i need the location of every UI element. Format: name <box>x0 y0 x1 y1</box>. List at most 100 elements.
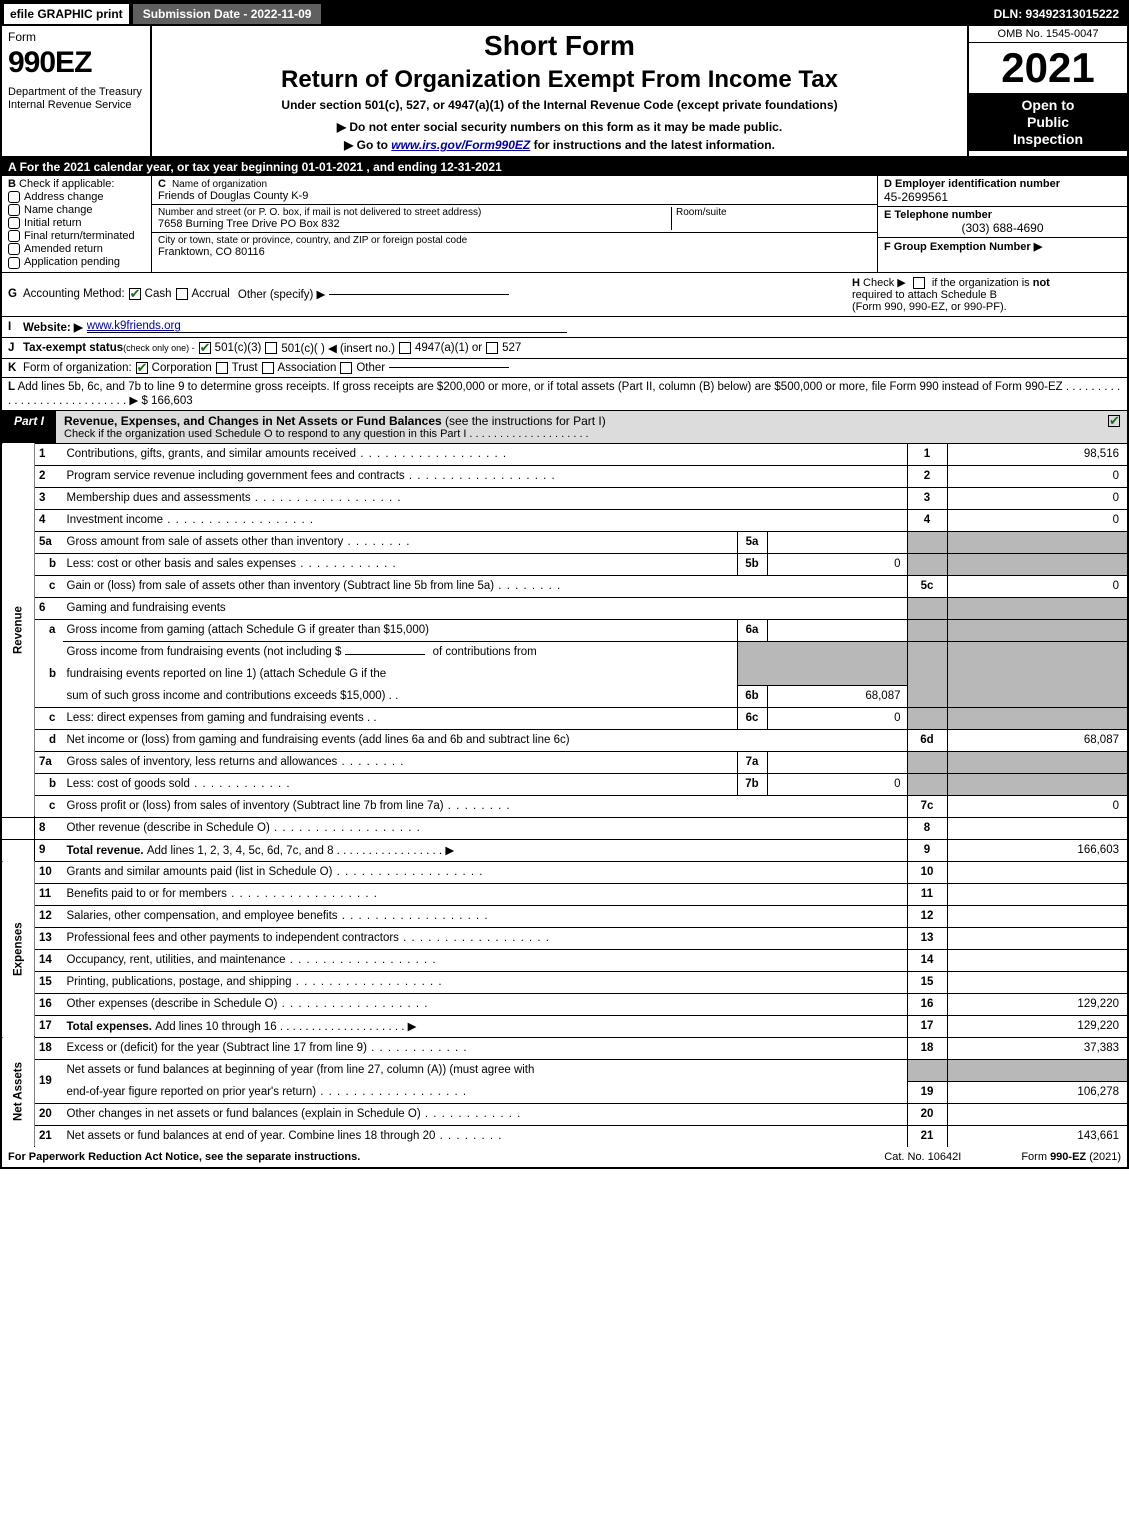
irs-link[interactable]: www.irs.gov/Form990EZ <box>391 138 530 152</box>
line-7c-num: c <box>35 795 63 817</box>
line-1-num: 1 <box>35 443 63 465</box>
footer-right: Form 990-EZ (2021) <box>1021 1151 1121 1163</box>
chk-address-change[interactable]: Address change <box>8 191 145 203</box>
letter-a: A <box>8 160 16 174</box>
line-11-val <box>947 883 1127 905</box>
line-6b-shade1 <box>907 641 947 707</box>
line-5a: 5a Gross amount from sale of assets othe… <box>2 531 1127 553</box>
website-link[interactable]: www.k9friends.org <box>87 320 567 333</box>
line-13-label: 13 <box>907 927 947 949</box>
line-6d-desc: Net income or (loss) from gaming and fun… <box>63 729 908 751</box>
topbar: efile GRAPHIC print Submission Date - 20… <box>2 2 1127 26</box>
chk-527[interactable] <box>486 342 498 354</box>
line-8: 8 Other revenue (describe in Schedule O)… <box>2 817 1127 839</box>
header-center: Short Form Return of Organization Exempt… <box>152 26 967 156</box>
line-19-1: 19 Net assets or fund balances at beginn… <box>2 1059 1127 1081</box>
line-14-val <box>947 949 1127 971</box>
chk-application-pending[interactable]: Application pending <box>8 256 145 268</box>
chk-amended-return[interactable]: Amended return <box>8 243 145 255</box>
chk-schedule-b[interactable] <box>913 277 925 289</box>
topbar-spacer <box>323 2 985 26</box>
chk-trust[interactable] <box>216 362 228 374</box>
line-18-label: 18 <box>907 1037 947 1059</box>
line-21-num: 21 <box>35 1125 63 1147</box>
line-12: 12 Salaries, other compensation, and emp… <box>2 905 1127 927</box>
line-2-num: 2 <box>35 465 63 487</box>
line-19-shade2 <box>947 1059 1127 1081</box>
line-4-label: 4 <box>907 509 947 531</box>
line-7c-desc: Gross profit or (loss) from sales of inv… <box>63 795 908 817</box>
line-7a-subval <box>767 751 907 773</box>
chk-other-org[interactable] <box>340 362 352 374</box>
line-7a-shade2 <box>947 751 1127 773</box>
letter-h: H <box>852 277 860 289</box>
line-6c: c Less: direct expenses from gaming and … <box>2 707 1127 729</box>
chk-4947[interactable] <box>399 342 411 354</box>
line-14: 14 Occupancy, rent, utilities, and maint… <box>2 949 1127 971</box>
line-6b-sublabel: 6b <box>737 685 767 707</box>
line-5a-num: 5a <box>35 531 63 553</box>
line-10-val <box>947 861 1127 883</box>
line-13-num: 13 <box>35 927 63 949</box>
ein: 45-2699561 <box>884 190 1121 204</box>
line-6d-label: 6d <box>907 729 947 751</box>
efile-print-button[interactable]: efile GRAPHIC print <box>2 2 131 26</box>
cash-label: Cash <box>145 288 172 300</box>
section-b-to-f: B Check if applicable: Address change Na… <box>2 176 1127 272</box>
c-addr-label: Number and street (or P. O. box, if mail… <box>158 207 671 218</box>
line-8-desc: Other revenue (describe in Schedule O) <box>63 817 908 839</box>
part-1-header: Part I Revenue, Expenses, and Changes in… <box>2 411 1127 443</box>
row-l: L Add lines 5b, 6c, and 7b to line 9 to … <box>2 378 1127 411</box>
b-title: Check if applicable: <box>16 178 114 190</box>
other-specify-field[interactable] <box>329 294 509 295</box>
line-5b: b Less: cost or other basis and sales ex… <box>2 553 1127 575</box>
line-15-num: 15 <box>35 971 63 993</box>
chk-association[interactable] <box>262 362 274 374</box>
line-6c-desc: Less: direct expenses from gaming and fu… <box>63 707 738 729</box>
f-label: F Group Exemption Number ▶ <box>884 241 1042 253</box>
chk-501c3[interactable] <box>199 342 211 354</box>
part-1-schedule-o-chk[interactable] <box>1101 411 1127 443</box>
line-7b-shade2 <box>947 773 1127 795</box>
line-7c-label: 7c <box>907 795 947 817</box>
line-6-desc: Gaming and fundraising events <box>63 597 908 619</box>
revenue-side-label: Revenue <box>2 443 35 817</box>
other-label: Other (specify) ▶ <box>238 287 325 301</box>
chk-name-change[interactable]: Name change <box>8 204 145 216</box>
chk-address-change-label: Address change <box>24 191 104 203</box>
line-1-desc: Contributions, gifts, grants, and simila… <box>63 443 908 465</box>
line-17: 17 Total expenses. Add lines 10 through … <box>2 1015 1127 1037</box>
line-6d: d Net income or (loss) from gaming and f… <box>2 729 1127 751</box>
org-city: Franktown, CO 80116 <box>158 246 871 258</box>
chk-corporation[interactable] <box>136 362 148 374</box>
line-9-val: 166,603 <box>947 839 1127 861</box>
line-17-val: 129,220 <box>947 1015 1127 1037</box>
phone: (303) 688-4690 <box>884 221 1121 235</box>
h-not: not <box>1033 277 1050 289</box>
chk-501c[interactable] <box>265 342 277 354</box>
c-addr-row: Number and street (or P. O. box, if mail… <box>152 205 877 233</box>
j-label: Tax-exempt status <box>23 342 123 354</box>
line-5c-val: 0 <box>947 575 1127 597</box>
line-2: 2 Program service revenue including gove… <box>2 465 1127 487</box>
line-16-num: 16 <box>35 993 63 1015</box>
chk-accrual[interactable] <box>176 288 188 300</box>
line-6a-shade1 <box>907 619 947 641</box>
chk-initial-return[interactable]: Initial return <box>8 217 145 229</box>
line-6b-shade2 <box>947 641 1127 707</box>
line-7b-num: b <box>35 773 63 795</box>
open-line3: Inspection <box>1013 131 1083 147</box>
part-1-title: Revenue, Expenses, and Changes in Net As… <box>56 411 1101 443</box>
line-15: 15 Printing, publications, postage, and … <box>2 971 1127 993</box>
chk-cash[interactable] <box>129 288 141 300</box>
line-6b-blank[interactable] <box>345 654 425 655</box>
letter-c: C <box>158 178 166 190</box>
other-org-field[interactable] <box>389 367 509 368</box>
part-1-title-sub: (see the instructions for Part I) <box>445 414 606 428</box>
line-12-val <box>947 905 1127 927</box>
h-text4: (Form 990, 990-EZ, or 990-PF). <box>852 301 1007 313</box>
org-name: Friends of Douglas County K-9 <box>158 190 871 202</box>
line-5a-desc: Gross amount from sale of assets other t… <box>63 531 738 553</box>
line-6d-val: 68,087 <box>947 729 1127 751</box>
chk-final-return[interactable]: Final return/terminated <box>8 230 145 242</box>
